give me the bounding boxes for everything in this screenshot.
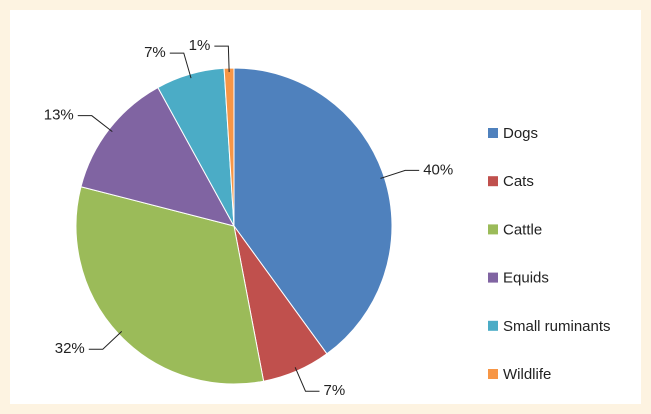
data-label: 7% [144,44,166,61]
legend-label: Cats [503,173,534,190]
leader-line [88,331,123,350]
leader-line [77,115,113,133]
legend-label: Small ruminants [503,318,611,335]
legend-swatch [488,176,498,187]
legend-label: Wildlife [503,366,551,383]
data-label: 7% [323,382,345,399]
legend-label: Cattle [503,221,542,238]
leader-line [169,52,192,79]
legend-label: Equids [503,270,549,287]
legend-swatch [488,224,498,235]
leader-line [380,169,420,179]
data-label: 40% [423,161,453,178]
leader-line [214,45,230,73]
legend-label: Dogs [503,125,538,142]
legend-swatch [488,320,498,331]
data-label: 32% [55,340,85,357]
legend-swatch [488,272,498,283]
data-label: 13% [44,107,74,124]
data-label: 1% [189,37,211,54]
legend-swatch [488,128,498,138]
legend-swatch [488,369,498,379]
leader-line [294,367,320,392]
